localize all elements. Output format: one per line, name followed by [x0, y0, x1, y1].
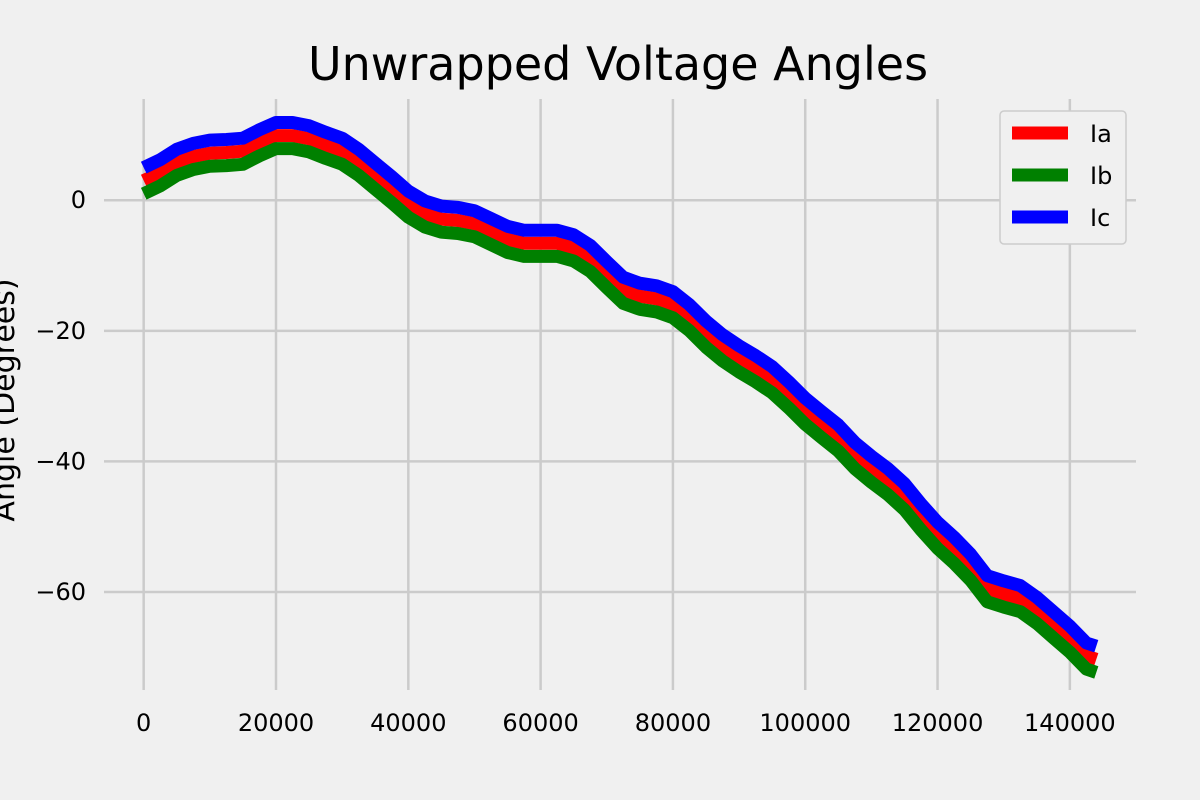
x-tick-label: 40000 [370, 709, 446, 737]
y-tick-label: −40 [35, 447, 86, 475]
y-axis-label: Angle (Degrees) [0, 278, 22, 521]
x-tick-label: 60000 [502, 709, 578, 737]
series-line-ia [140, 129, 1099, 666]
y-tick-label: −60 [35, 578, 86, 606]
legend-label: Ic [1090, 204, 1110, 232]
legend: Ia Ib Ic [999, 110, 1127, 245]
chart-title: Unwrapped Voltage Angles [308, 37, 928, 91]
legend-label: Ib [1090, 162, 1112, 190]
series-lines [140, 116, 1099, 679]
legend-label: Ia [1090, 120, 1112, 148]
series-line-ib [140, 142, 1099, 679]
tick-labels: 0 20000 40000 60000 80000 100000 120000 140000 0… [35, 186, 1115, 737]
x-tick-label: 0 [136, 709, 151, 737]
x-tick-label: 80000 [635, 709, 711, 737]
y-tick-label: −20 [35, 317, 86, 345]
y-tick-label: 0 [71, 186, 86, 214]
x-tick-label: 20000 [238, 709, 314, 737]
x-tick-label: 140000 [1024, 709, 1116, 737]
x-tick-label: 120000 [892, 709, 984, 737]
x-tick-label: 100000 [759, 709, 851, 737]
series-line-ic [140, 116, 1099, 653]
